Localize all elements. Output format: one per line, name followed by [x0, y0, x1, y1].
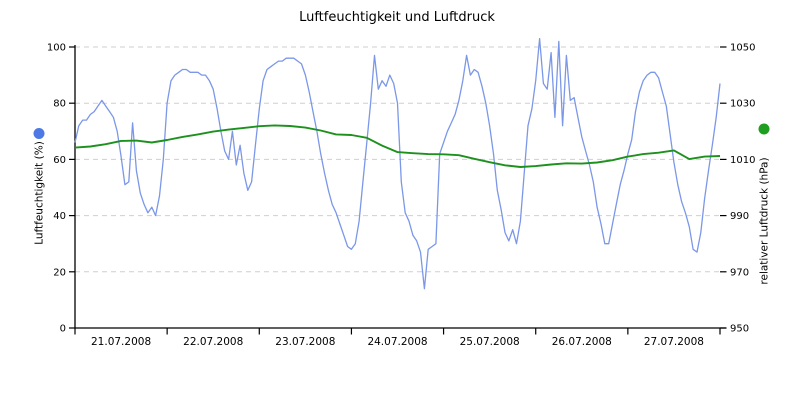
right-axis-label: relativer Luftdruck (hPa) — [759, 157, 771, 284]
left-tick-label: 60 — [53, 155, 66, 166]
left-tick-label: 80 — [53, 99, 66, 110]
chart-title: Luftfeuchtigkeit und Luftdruck — [299, 10, 495, 25]
left-tick-label: 0 — [60, 324, 66, 335]
left-tick-label: 100 — [47, 43, 66, 54]
date-label: 21.07.2008 — [91, 336, 151, 348]
right-tick-label: 970 — [730, 267, 749, 278]
date-label: 26.07.2008 — [552, 336, 612, 348]
left-tick-label: 40 — [53, 211, 66, 222]
right-tick-label: 1050 — [730, 43, 755, 54]
date-label: 27.07.2008 — [644, 336, 704, 348]
right-tick-label: 1030 — [730, 99, 755, 110]
left-axis-label: Luftfeuchtigkeit (%) — [34, 141, 46, 245]
left-tick-label: 20 — [53, 267, 66, 278]
right-tick-label: 990 — [730, 211, 749, 222]
date-label: 24.07.2008 — [367, 336, 427, 348]
date-label: 22.07.2008 — [183, 336, 243, 348]
right-tick-label: 950 — [730, 324, 749, 335]
date-label: 23.07.2008 — [275, 336, 335, 348]
pressure-legend-dot — [758, 123, 770, 135]
date-label: 25.07.2008 — [460, 336, 520, 348]
right-tick-label: 1010 — [730, 155, 755, 166]
humidity-legend-dot — [33, 128, 45, 139]
pressure-line — [74, 124, 721, 168]
humidity-line — [74, 37, 721, 290]
